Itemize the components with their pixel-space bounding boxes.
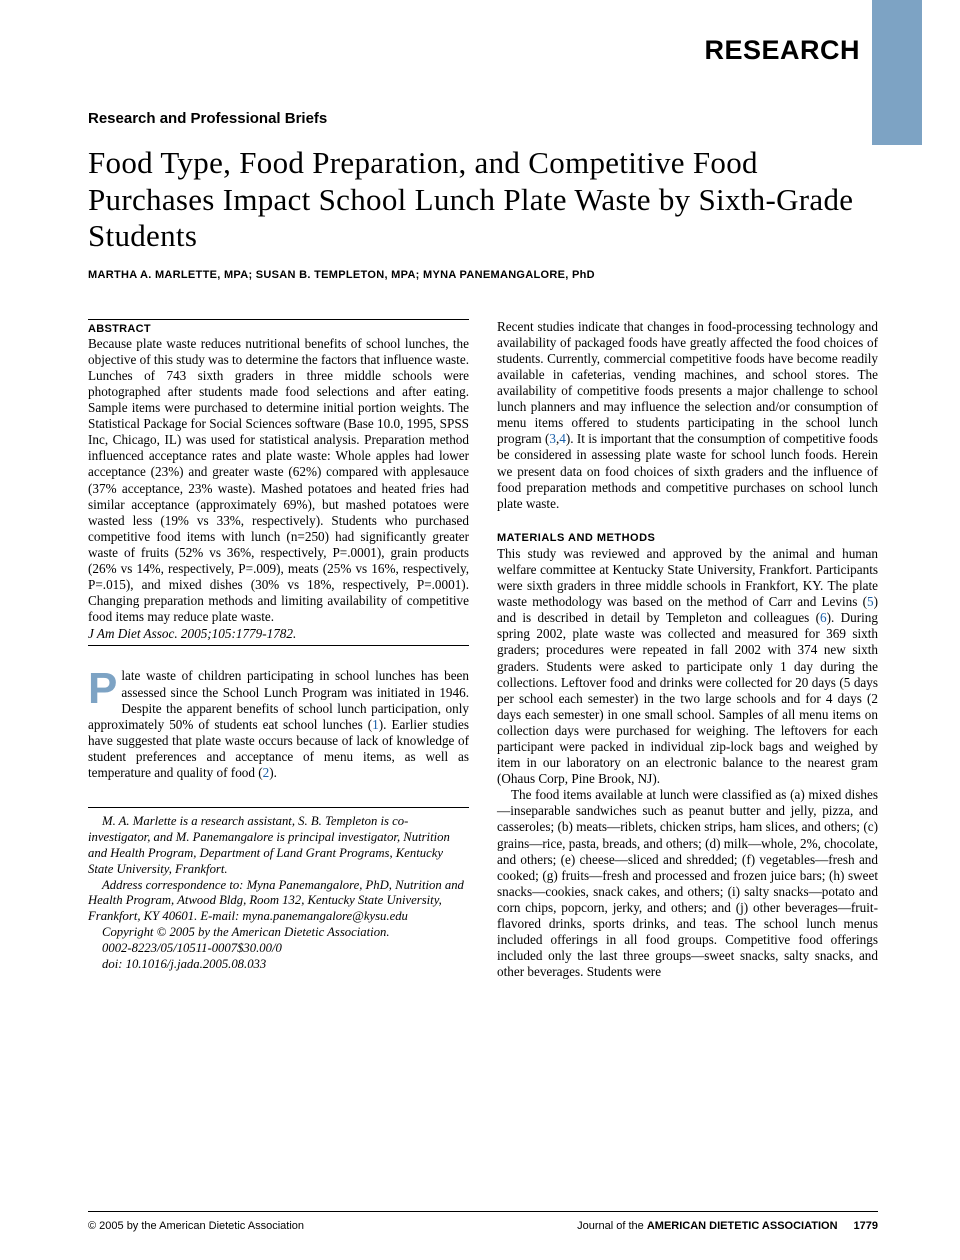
ref-link-2[interactable]: 2 bbox=[263, 765, 270, 780]
brief-label: Research and Professional Briefs bbox=[88, 110, 878, 127]
abstract-label: ABSTRACT bbox=[88, 323, 469, 335]
two-column-layout: ABSTRACT Because plate waste reduces nut… bbox=[88, 319, 878, 981]
article-title: Food Type, Food Preparation, and Competi… bbox=[88, 145, 878, 255]
intro-text: late waste of children participating in … bbox=[88, 668, 469, 780]
abstract-rule-top bbox=[88, 319, 469, 320]
abstract-rule-bottom bbox=[88, 645, 469, 646]
ref-link-4[interactable]: 4 bbox=[559, 431, 566, 446]
author-block-rule bbox=[88, 807, 469, 808]
author-affiliation: M. A. Marlette is a research assistant, … bbox=[88, 814, 469, 878]
intro-paragraph: Plate waste of children participating in… bbox=[88, 668, 469, 781]
abstract-body: Because plate waste reduces nutritional … bbox=[88, 336, 469, 626]
abstract-text: Because plate waste reduces nutritional … bbox=[88, 336, 469, 625]
abstract-citation: J Am Diet Assoc. 2005;105:1779-1782. bbox=[88, 626, 469, 642]
ref-link-6[interactable]: 6 bbox=[820, 610, 827, 625]
journal-prefix: Journal of the bbox=[577, 1220, 647, 1232]
content-area: Research and Professional Briefs Food Ty… bbox=[88, 110, 878, 980]
authors-line: MARTHA A. MARLETTE, MPA; SUSAN B. TEMPLE… bbox=[88, 269, 878, 281]
left-column: ABSTRACT Because plate waste reduces nut… bbox=[88, 319, 469, 981]
methods-heading: MATERIALS AND METHODS bbox=[497, 532, 878, 544]
footer-copyright: © 2005 by the American Dietetic Associat… bbox=[88, 1220, 304, 1232]
col2-para1: Recent studies indicate that changes in … bbox=[497, 319, 878, 512]
author-info-block: M. A. Marlette is a research assistant, … bbox=[88, 814, 469, 973]
issn-code: 0002-8223/05/10511-0007$30.00/0 bbox=[88, 941, 469, 957]
footer-journal: Journal of the AMERICAN DIETETIC ASSOCIA… bbox=[577, 1220, 878, 1232]
col2-para3: The food items available at lunch were c… bbox=[497, 787, 878, 980]
copyright-line: Copyright © 2005 by the American Dieteti… bbox=[88, 925, 469, 941]
ref-link-5[interactable]: 5 bbox=[867, 594, 874, 609]
page-number: 1779 bbox=[854, 1220, 878, 1232]
col2-para2: This study was reviewed and approved by … bbox=[497, 546, 878, 787]
side-tab bbox=[872, 0, 922, 145]
ref-link-3[interactable]: 3 bbox=[549, 431, 556, 446]
correspondence: Address correspondence to: Myna Panemang… bbox=[88, 878, 469, 926]
page-footer: © 2005 by the American Dietetic Associat… bbox=[88, 1220, 878, 1232]
dropcap-letter: P bbox=[88, 668, 121, 707]
right-column: Recent studies indicate that changes in … bbox=[497, 319, 878, 981]
journal-name-bold: AMERICAN DIETETIC ASSOCIATION bbox=[647, 1220, 838, 1232]
ref-link-1[interactable]: 1 bbox=[372, 717, 379, 732]
doi-line: doi: 10.1016/j.jada.2005.08.033 bbox=[88, 957, 469, 973]
research-section-header: RESEARCH bbox=[704, 35, 860, 66]
footer-rule bbox=[88, 1211, 878, 1212]
